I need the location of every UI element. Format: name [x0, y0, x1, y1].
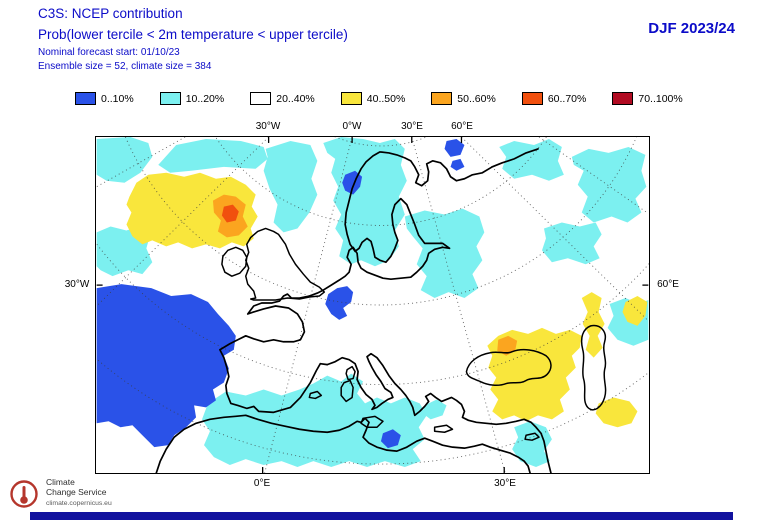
region-cyan-baltic-east-europe — [404, 208, 485, 299]
axis-label-top-0w: 0°W — [342, 121, 362, 132]
legend-label-10-20: 10..20% — [185, 92, 225, 105]
legend-label-20-40: 20..40% — [276, 92, 315, 105]
legend-swatch-60-70 — [521, 92, 543, 105]
logo-line-2: Change Service — [46, 487, 107, 498]
coastline-britain — [245, 227, 326, 301]
region-cyan-scandinavia — [323, 137, 407, 267]
region-cyan-northeast-1 — [499, 138, 564, 181]
region-orange-anatolia — [497, 335, 518, 356]
region-cyan-west-russia — [541, 222, 602, 265]
region-cyan-aegean — [422, 399, 447, 420]
climate-change-service-logo-icon — [10, 480, 38, 508]
logo-line-1: Climate — [46, 477, 75, 487]
axis-label-bottom-30e: 30°E — [494, 478, 516, 489]
logo-text: Climate Change Service climate.copernicu… — [46, 477, 112, 507]
region-cyan-levant — [512, 421, 552, 468]
legend-swatch-70-100 — [612, 92, 634, 105]
legend-item: 10..20% — [159, 92, 225, 105]
forecast-period-label: DJF 2023/24 — [648, 20, 735, 37]
axis-label-top-30w: 30°W — [255, 121, 281, 132]
region-cyan-northeast-2 — [571, 146, 647, 223]
legend-label-40-50: 40..50% — [366, 92, 406, 105]
legend-swatch-0-10 — [75, 92, 96, 105]
page-title: C3S: NCEP contribution — [38, 6, 183, 21]
legend-item: 60..70% — [521, 92, 587, 105]
probability-legend: 0..10% 10..20% 20..40% 40..50% 50..60% 6… — [75, 92, 683, 105]
page-subtitle: Prob(lower tercile < 2m temperature < up… — [38, 27, 348, 42]
region-cyan-west-of-britain — [263, 140, 318, 233]
frame-ticks — [96, 137, 649, 473]
legend-item: 0..10% — [75, 92, 134, 105]
logo-url: climate.copernicus.eu — [46, 500, 112, 508]
legend-item: 50..60% — [431, 92, 496, 105]
legend-swatch-20-40 — [250, 92, 272, 105]
axis-label-top-30e: 30°E — [401, 121, 423, 132]
forecast-probability-map — [95, 136, 650, 474]
copernicus-footer: Climate Change Service climate.copernicu… — [8, 477, 112, 511]
meridian-line — [96, 137, 186, 188]
coastline-mainland-europe — [219, 148, 539, 414]
legend-label-50-60: 50..60% — [457, 92, 496, 105]
region-darkorange-northwest-atlantic — [221, 204, 239, 223]
axis-label-top-60e: 60°E — [451, 121, 473, 132]
regions-prob-10-20 — [96, 137, 649, 468]
legend-item: 20..40% — [250, 92, 315, 105]
legend-item: 70..100% — [612, 92, 683, 105]
region-cyan-mediterranean — [202, 373, 427, 468]
bottom-banner-bar — [30, 512, 733, 520]
region-cyan-north-atlantic-band — [158, 138, 268, 173]
coastline-north-africa — [155, 414, 531, 473]
coastline-balearics — [308, 390, 323, 400]
legend-label-60-70: 60..70% — [547, 92, 587, 105]
axis-label-right-60e: 60°E — [657, 279, 679, 290]
region-blue-barents-2 — [450, 158, 465, 171]
coastline-cyprus — [524, 432, 540, 441]
coastline-mediterranean-north — [326, 352, 552, 473]
legend-item: 40..50% — [340, 92, 406, 105]
coastline-crete — [433, 424, 454, 433]
region-blue-barents-1 — [444, 138, 465, 157]
coastlines — [155, 148, 607, 473]
legend-label-0-10: 0..10% — [101, 92, 134, 105]
coastline-sardinia — [340, 379, 354, 403]
legend-swatch-40-50 — [340, 92, 362, 105]
axis-label-bottom-0e: 0°E — [253, 478, 271, 489]
legend-label-70-100: 70..100% — [638, 92, 683, 105]
coastline-ireland — [221, 246, 248, 277]
region-blue-channel-lowcountries — [325, 286, 354, 320]
coastline-sicily — [360, 415, 384, 429]
region-cyan-topleft-corner — [96, 137, 153, 183]
map-canvas — [96, 137, 649, 473]
region-blue-algeria-coast — [380, 429, 401, 449]
forecast-start-text: Nominal forecast start: 01/10/23 — [38, 47, 180, 58]
region-yellow-south-caspian — [595, 397, 638, 428]
region-yellow-east-caspian — [622, 296, 648, 326]
coastline-caspian-sea — [580, 324, 607, 411]
meridian-30w — [96, 137, 269, 307]
region-blue-atlantic-iberia — [96, 284, 236, 448]
meridian-30e — [411, 137, 506, 473]
coastline-corsica — [345, 365, 356, 381]
ensemble-info-text: Ensemble size = 52, climate size = 384 — [38, 61, 212, 72]
axis-label-left-30w: 30°W — [64, 279, 90, 290]
coastline-black-sea — [465, 348, 552, 387]
legend-swatch-10-20 — [159, 92, 181, 105]
legend-swatch-50-60 — [431, 92, 453, 105]
graticule — [96, 137, 649, 473]
regions-prob-50-70 — [212, 194, 518, 356]
regions-prob-0-10 — [96, 138, 465, 449]
